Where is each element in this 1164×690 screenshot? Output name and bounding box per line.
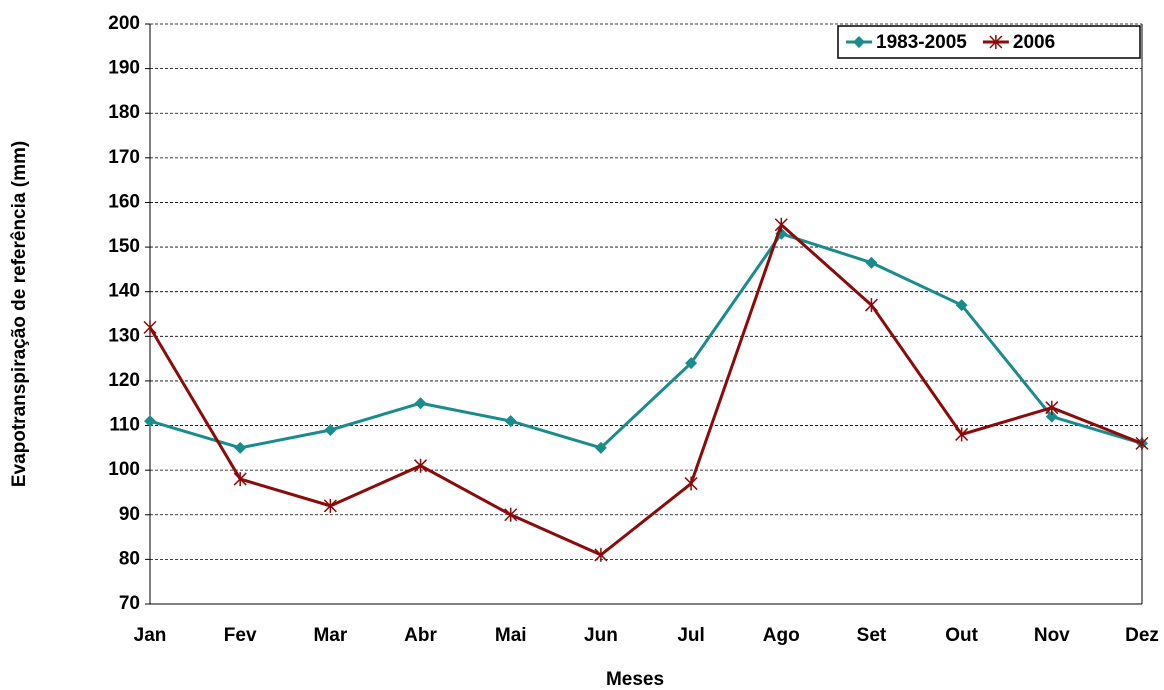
y-tick-label: 80 [119,548,140,569]
series-line [148,222,1143,557]
x-tick-label: Abr [404,625,437,646]
y-tick-label: 150 [108,236,140,257]
y-tick-label: 100 [108,459,140,480]
y-tick-label: 120 [108,370,140,391]
x-tick-label: Set [857,625,887,646]
y-tick-label: 130 [108,325,140,346]
x-tick-label: Jul [677,625,704,646]
y-axis-title: Evapotranspiração de referência (mm) [9,141,30,487]
point [233,472,247,487]
point [865,256,878,269]
point [234,441,247,454]
y-tick-label: 160 [108,191,140,212]
legend-label: 1983-2005 [876,32,967,53]
y-tick-label: 170 [108,147,140,168]
x-tick-label: Ago [763,625,800,646]
point [144,415,156,428]
y-tick-label: 190 [108,58,140,79]
legend-marker [989,35,1003,49]
x-tick-label: Mar [313,625,347,646]
point [504,415,517,428]
y-tick-label: 180 [108,102,140,123]
point [594,547,608,562]
point [1045,400,1059,415]
x-axis-title: Meses [606,669,664,690]
x-tick-label: Out [945,625,978,646]
point [594,441,607,454]
x-tick-label: Fev [224,625,257,646]
point [323,498,337,513]
point [143,320,157,335]
x-tick-label: Jun [584,625,618,646]
point [1045,410,1058,423]
point [774,217,788,232]
x-tick-label: Nov [1034,625,1070,646]
point [864,298,878,313]
x-tick-label: Mai [495,625,527,646]
point [1135,436,1149,451]
x-tick-label: Dez [1125,625,1159,646]
y-tick-label: 110 [109,415,140,436]
y-tick-label: 70 [119,593,140,614]
point [504,507,518,522]
x-tick-label: Jan [134,625,167,646]
point [414,458,428,473]
point [955,299,968,312]
legend-label: 2006 [1013,32,1055,53]
series-line [149,231,1143,450]
point [324,424,337,436]
point [685,357,698,370]
point [414,397,427,410]
point [955,427,969,442]
point [684,476,698,491]
y-tick-label: 90 [119,504,140,525]
y-tick-label: 200 [108,13,140,34]
y-tick-label: 140 [108,281,140,302]
legend-marker [853,36,865,48]
